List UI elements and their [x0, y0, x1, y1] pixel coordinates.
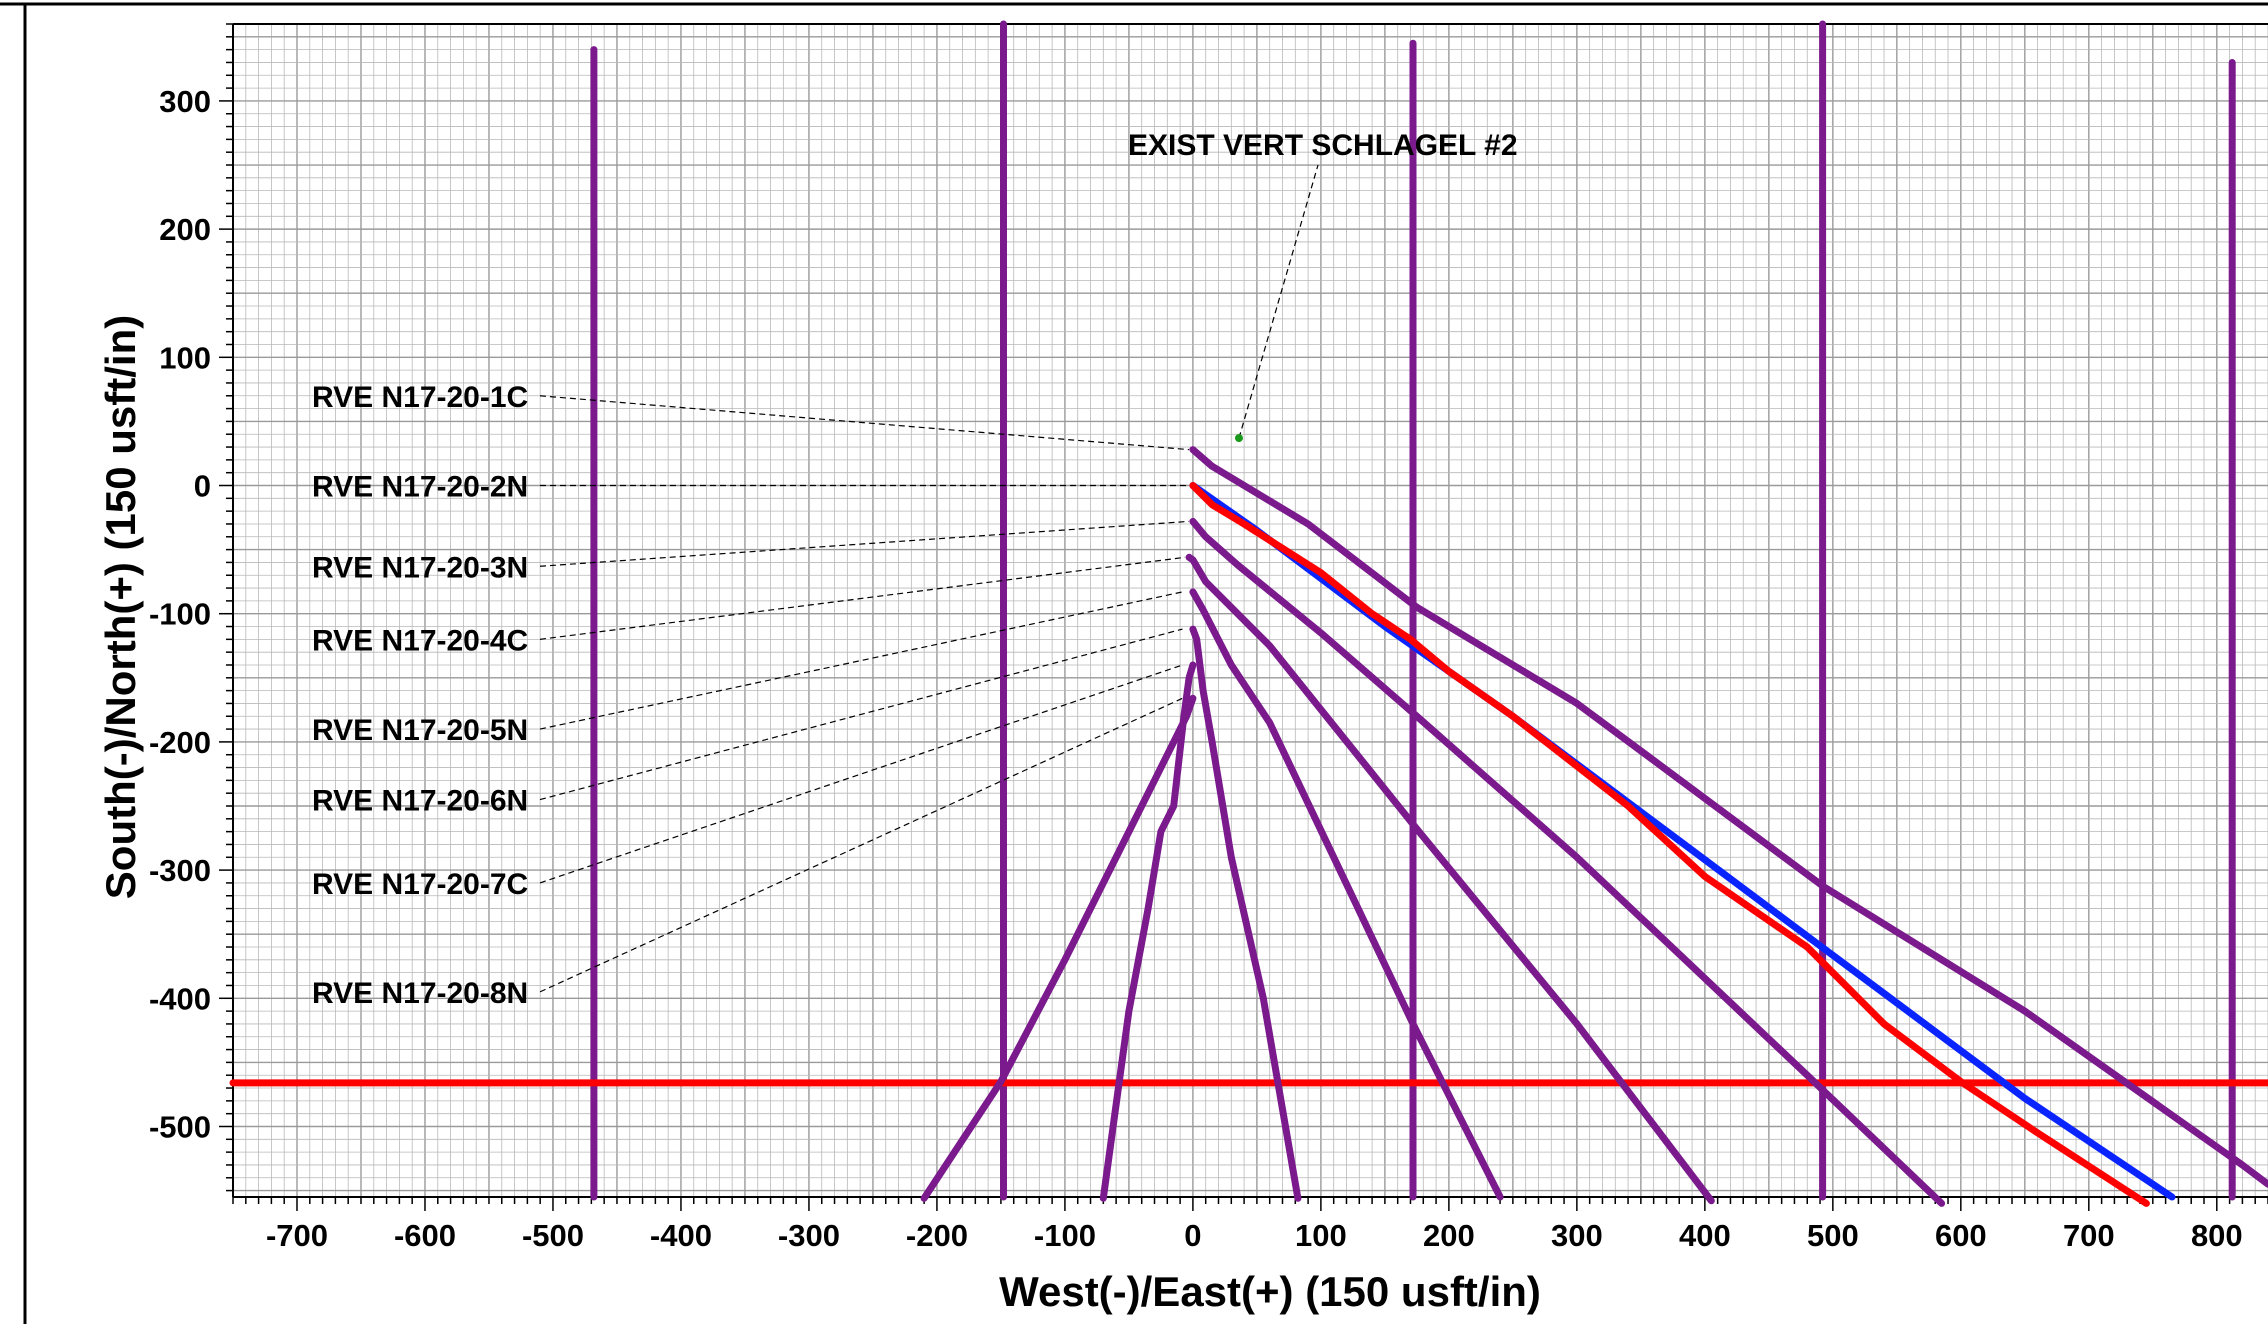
series-line-rve-n17-20-2n: [1189, 482, 2150, 1207]
label-rve-n17-20-7c: RVE N17-20-7C: [312, 868, 528, 901]
annotation-leaders: [539, 164, 1319, 993]
x-tick-label: -700: [266, 1218, 328, 1253]
label-rve-n17-20-5n: RVE N17-20-5N: [312, 714, 528, 747]
leader-rve-n17-20-5n: [539, 591, 1183, 730]
leader-rve-n17-20-4c: [539, 556, 1186, 640]
x-tick-label: 800: [2191, 1218, 2243, 1253]
leader-rve-n17-20-6n: [539, 628, 1183, 801]
leader-rve-n17-20-8n: [539, 697, 1183, 993]
x-tick-labels: -700 -600 -500 -400 -300 -200 -100 0 100 200 300 40…: [266, 1218, 2243, 1253]
label-rve-n17-20-3n: RVE N17-20-3N: [312, 551, 528, 584]
x-tick-label: 100: [1295, 1218, 1347, 1253]
leader-rve-n17-20-7c: [539, 664, 1183, 884]
y-tick-label: -100: [149, 597, 211, 632]
y-tick-label: -500: [149, 1109, 211, 1144]
x-tick-label: 600: [1935, 1218, 1987, 1253]
label-exist-vert-schlagel-2: EXIST VERT SCHLAGEL #2: [1128, 129, 1518, 162]
series-line-rve-n17-20-1c: [1189, 446, 2268, 1188]
x-tick-label: -500: [522, 1218, 584, 1253]
leader-exist-vert-schlagel-2: [1238, 164, 1319, 439]
label-rve-n17-20-4c: RVE N17-20-4C: [312, 624, 528, 657]
series-line-rve-n17-20-5n: [1189, 588, 1504, 1201]
plot-area-border: [219, 23, 2268, 1211]
well-paths: [229, 20, 2268, 1207]
y-axis-title: South(-)/North(+) (150 usft/in): [97, 315, 144, 899]
y-tick-label: -400: [149, 981, 211, 1016]
x-tick-label: -300: [778, 1218, 840, 1253]
label-rve-n17-20-2n: RVE N17-20-2N: [312, 471, 528, 504]
y-tick-labels: 300 200 100 0 -100 -200 -300 -400 -500: [149, 84, 211, 1145]
x-tick-label: -400: [650, 1218, 712, 1253]
x-tick-label: -200: [906, 1218, 968, 1253]
series-line-rve-n17-20-3n: [1189, 517, 1946, 1207]
x-tick-label: 200: [1423, 1218, 1475, 1253]
x-tick-label: -600: [394, 1218, 456, 1253]
series-line-rve-n17-20-8n: [920, 694, 1197, 1202]
x-tick-label: 500: [1807, 1218, 1859, 1253]
well-marker-exist-vert-schlagel-2: [1234, 434, 1243, 443]
series-line-rve-n17-20-6n: [1189, 625, 1302, 1202]
y-tick-label: 200: [159, 212, 211, 247]
y-tick-label: 100: [159, 340, 211, 375]
gridlines: [232, 23, 2268, 1197]
y-tick-label: 300: [159, 84, 211, 119]
leader-rve-n17-20-3n: [539, 520, 1189, 567]
x-tick-label: 400: [1679, 1218, 1731, 1253]
label-rve-n17-20-1c: RVE N17-20-1C: [312, 381, 528, 414]
x-tick-label: 700: [2063, 1218, 2115, 1253]
y-tick-label: -200: [149, 725, 211, 760]
x-tick-label: 300: [1551, 1218, 1603, 1253]
y-tick-label: 0: [194, 469, 211, 504]
label-rve-n17-20-6n: RVE N17-20-6N: [312, 785, 528, 818]
x-tick-label: 0: [1184, 1218, 1201, 1253]
label-rve-n17-20-8n: RVE N17-20-8N: [312, 977, 528, 1010]
y-tick-label: -300: [149, 853, 211, 888]
well-labels: EXIST VERT SCHLAGEL #2 RVE N17-20-1C RVE N…: [312, 129, 1518, 1010]
series-line-rve-n17-20-7c: [1099, 661, 1197, 1202]
x-axis-title: West(-)/East(+) (150 usft/in): [999, 1268, 1541, 1315]
series-line-rve-n17-20-4c: [1185, 553, 1715, 1205]
leader-rve-n17-20-1c: [539, 395, 1189, 451]
x-tick-label: -100: [1034, 1218, 1096, 1253]
